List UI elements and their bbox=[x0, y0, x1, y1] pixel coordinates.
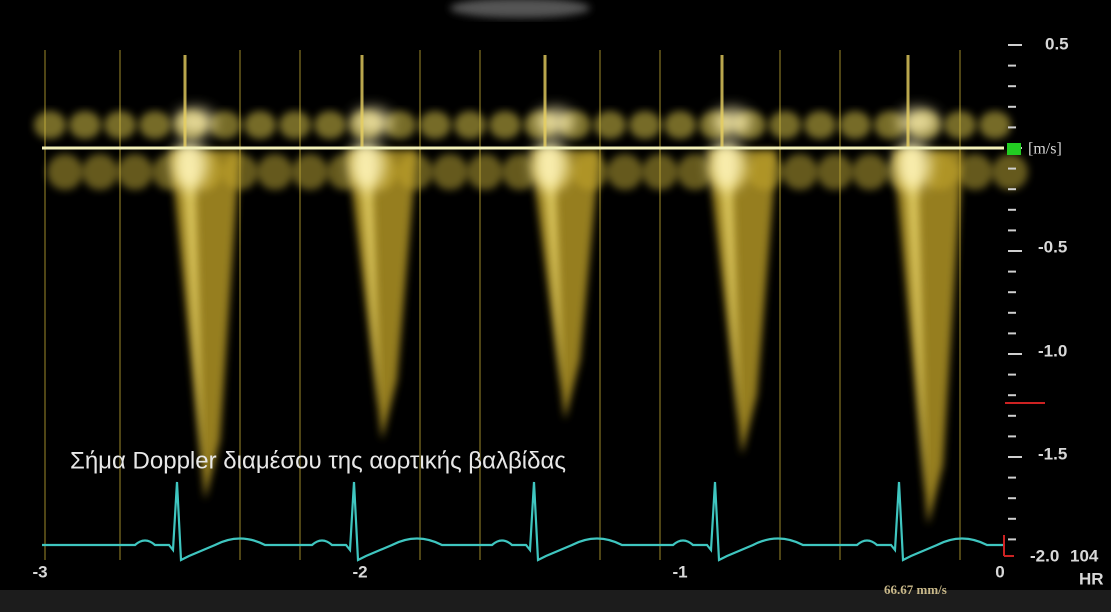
spectral-blob bbox=[384, 111, 416, 139]
spectral-blob bbox=[117, 154, 153, 190]
baseline-marker bbox=[1007, 143, 1021, 155]
spectral-blob bbox=[104, 111, 136, 139]
systolic-jet-core bbox=[540, 150, 563, 390]
systolic-jet-core bbox=[903, 150, 926, 495]
scale-label: -1.0 bbox=[1038, 341, 1067, 360]
heart-rate: 104 bbox=[1070, 546, 1099, 565]
peak-glow bbox=[532, 140, 568, 190]
spectral-blob bbox=[292, 154, 328, 190]
spectral-blob bbox=[257, 154, 293, 190]
spectral-blob bbox=[804, 111, 836, 139]
spectral-blob bbox=[852, 154, 888, 190]
caption: Σήμα Doppler διαμέσου της αορτικής βαλβί… bbox=[70, 447, 566, 474]
scale-label: -2.0 bbox=[1030, 546, 1059, 565]
spectral-blob bbox=[839, 111, 871, 139]
time-label: -3 bbox=[32, 562, 47, 581]
time-label: -1 bbox=[672, 562, 687, 581]
systolic-jet-core bbox=[180, 150, 203, 470]
scale-label: -1.5 bbox=[1038, 444, 1067, 463]
systolic-jet-core bbox=[717, 150, 740, 425]
spectral-blob bbox=[629, 111, 661, 139]
spectral-blob bbox=[979, 111, 1011, 139]
spectral-blob bbox=[607, 154, 643, 190]
peak-glow bbox=[895, 140, 931, 190]
peak-glow bbox=[898, 108, 938, 136]
spectral-blob bbox=[34, 111, 66, 139]
sweep-speed: 66.67 mm/s bbox=[884, 582, 947, 597]
time-label: 0 bbox=[995, 562, 1004, 581]
peak-glow bbox=[535, 108, 575, 136]
peak-glow bbox=[175, 108, 215, 136]
peak-glow bbox=[712, 108, 752, 136]
spectral-blob bbox=[47, 154, 83, 190]
scale-label: 0.5 bbox=[1045, 34, 1069, 53]
spectral-blob bbox=[419, 111, 451, 139]
peak-glow bbox=[172, 140, 208, 190]
spectral-blob bbox=[82, 154, 118, 190]
spectral-blob bbox=[992, 154, 1028, 190]
spectral-blob bbox=[677, 154, 713, 190]
peak-glow bbox=[349, 140, 385, 190]
spectral-blob bbox=[314, 111, 346, 139]
spectral-blob bbox=[209, 111, 241, 139]
time-label: -2 bbox=[352, 562, 367, 581]
peak-glow bbox=[352, 108, 392, 136]
ecg-trace bbox=[42, 481, 1004, 562]
spectral-blob bbox=[782, 154, 818, 190]
spectral-blob bbox=[279, 111, 311, 139]
spectral-blob bbox=[769, 111, 801, 139]
spectral-blob bbox=[502, 154, 538, 190]
spectral-blob bbox=[817, 154, 853, 190]
spectral-blob bbox=[874, 111, 906, 139]
systolic-jet-core bbox=[357, 150, 380, 410]
peak-glow bbox=[709, 140, 745, 190]
scale-unit: [m/s] bbox=[1028, 141, 1062, 158]
spectral-blob bbox=[69, 111, 101, 139]
spectral-blob bbox=[642, 154, 678, 190]
spectral-blob bbox=[139, 111, 171, 139]
spectral-blob bbox=[664, 111, 696, 139]
spectral-blob bbox=[594, 111, 626, 139]
spectral-blob bbox=[467, 154, 503, 190]
image-fragment bbox=[450, 0, 590, 18]
spectral-blob bbox=[489, 111, 521, 139]
spectral-blob bbox=[432, 154, 468, 190]
spectral-blob bbox=[244, 111, 276, 139]
bottom-bar bbox=[0, 590, 1111, 612]
scale-label: -0.5 bbox=[1038, 237, 1067, 256]
spectral-blob bbox=[454, 111, 486, 139]
spectral-blob bbox=[944, 111, 976, 139]
doppler-spectrum bbox=[34, 50, 1028, 560]
heart-rate-label: HR bbox=[1079, 569, 1104, 588]
spectral-blob bbox=[957, 154, 993, 190]
